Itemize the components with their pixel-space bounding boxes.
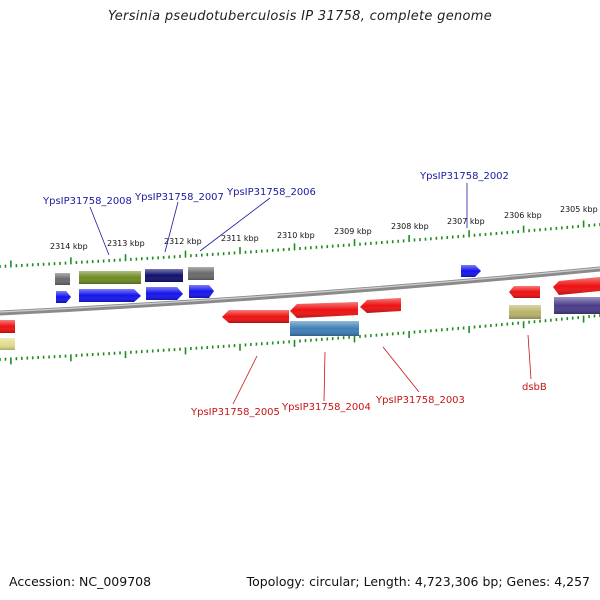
gene-feature-2002[interactable] [461,265,481,277]
kbp-label-2313: 2313 kbp [107,239,145,248]
gene-feature[interactable] [55,273,70,285]
kbp-label-2307: 2307 kbp [447,217,485,226]
gene-label-ypsip31758-2007[interactable]: YpsIP31758_2007 [134,192,224,203]
kbp-label-2312: 2312 kbp [164,237,202,246]
reverse-gene-labels: YpsIP31758_2005 YpsIP31758_2004 YpsIP317… [190,382,547,418]
gene-feature[interactable] [554,297,600,314]
gene-label-ypsip31758-2008[interactable]: YpsIP31758_2008 [42,196,132,207]
gene-feature[interactable] [145,269,183,282]
reverse-tick-row [0,314,600,365]
genome-backbone-highlight [0,267,600,313]
kbp-label-2309: 2309 kbp [334,227,372,236]
gene-label-ypsip31758-2004[interactable]: YpsIP31758_2004 [281,402,371,413]
gene-label-ypsip31758-2003[interactable]: YpsIP31758_2003 [375,395,465,406]
gene-feature[interactable] [188,267,214,280]
gene-label-ypsip31758-2006[interactable]: YpsIP31758_2006 [226,187,316,198]
forward-gene-labels: YpsIP31758_2008 YpsIP31758_2007 YpsIP317… [42,171,509,207]
gene-feature[interactable] [146,287,183,300]
forward-tick-row [0,220,600,268]
accession-text: Accession: NC_009708 [9,574,152,589]
gene-feature[interactable] [79,271,141,284]
kbp-label-2305: 2305 kbp [560,205,598,214]
gene-feature-2004[interactable] [290,302,358,318]
gene-feature-2005[interactable] [222,310,289,323]
gene-label-dsbb[interactable]: dsbB [522,382,547,393]
kbp-label-2310: 2310 kbp [277,231,315,240]
gene-feature[interactable] [553,277,600,295]
topology-text: Topology: circular; Length: 4,723,306 bp… [246,574,590,589]
kbp-scale: 2314 kbp 2313 kbp 2312 kbp 2311 kbp 2310… [50,205,598,251]
gene-feature[interactable] [189,285,214,298]
gene-feature[interactable] [56,291,71,303]
gene-feature-2003[interactable] [360,298,401,313]
map-title: Yersinia pseudotuberculosis IP 31758, co… [107,9,493,24]
kbp-label-2308: 2308 kbp [391,222,429,231]
gene-feature-dsbb[interactable] [509,305,541,319]
kbp-label-2314: 2314 kbp [50,242,88,251]
forward-features [55,265,600,303]
reverse-features [0,297,600,350]
genome-backbone [0,266,600,316]
kbp-label-2311: 2311 kbp [221,234,259,243]
gene-feature[interactable] [290,321,359,336]
gene-feature[interactable] [79,289,141,302]
label-leader-lines [89,183,532,405]
gene-label-ypsip31758-2005[interactable]: YpsIP31758_2005 [190,407,280,418]
gene-label-ypsip31758-2002[interactable]: YpsIP31758_2002 [419,171,509,182]
gene-feature[interactable] [0,338,15,350]
gene-feature[interactable] [509,286,540,298]
kbp-label-2306: 2306 kbp [504,211,542,220]
gene-feature[interactable] [0,320,15,333]
